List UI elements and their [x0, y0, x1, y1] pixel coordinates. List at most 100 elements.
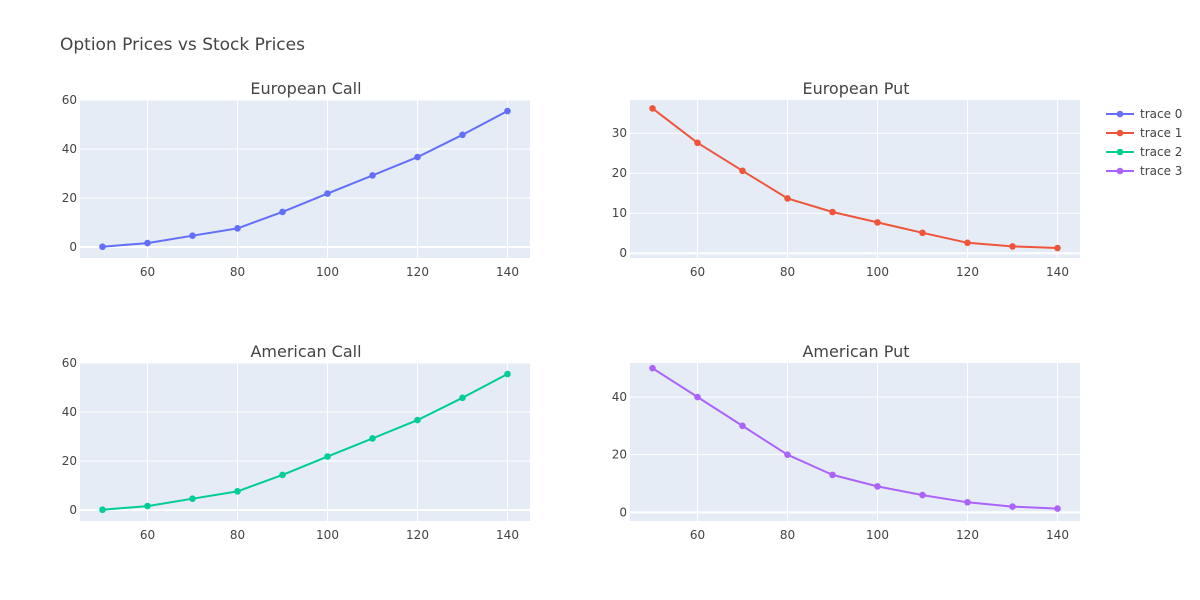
data-point: [369, 435, 376, 442]
data-point: [739, 167, 746, 175]
data-point: [504, 370, 511, 378]
y-tick-label: 30: [612, 126, 627, 140]
subplot-american-call: 60 80 100 120 140 0 20 40 60 American Call: [62, 342, 530, 542]
subplot-european-put: 60 80 100 120 140 0 10 20 30 European Put: [612, 79, 1080, 279]
data-point: [414, 153, 421, 161]
x-tick-label: 120: [406, 265, 429, 279]
y-tick-label: 0: [69, 503, 77, 517]
x-tick-label: 100: [316, 265, 339, 279]
legend-label: trace 3: [1140, 164, 1182, 178]
data-point: [279, 471, 286, 479]
x-tick-label: 60: [140, 528, 155, 542]
data-point: [99, 506, 106, 514]
data-point: [694, 393, 701, 401]
plot-area: [630, 363, 1080, 521]
data-point: [649, 364, 656, 372]
data-point: [919, 491, 926, 499]
plot-area: [630, 100, 1080, 258]
x-tick-label: 140: [1046, 265, 1069, 279]
subplot-title: American Call: [250, 342, 361, 361]
x-tick-label: 80: [230, 528, 245, 542]
plot-area: [80, 363, 530, 521]
x-tick-label: 80: [780, 265, 795, 279]
legend-label: trace 2: [1140, 145, 1182, 159]
legend-item[interactable]: trace 3: [1106, 164, 1182, 178]
x-tick-label: 100: [316, 528, 339, 542]
legend-marker: [1116, 110, 1124, 118]
data-point: [189, 232, 196, 240]
legend-label: trace 0: [1140, 107, 1182, 121]
figure-title: Option Prices vs Stock Prices: [60, 35, 305, 55]
x-tick-label: 120: [956, 265, 979, 279]
legend-marker: [1116, 148, 1124, 156]
data-point: [829, 208, 836, 216]
data-point: [369, 172, 376, 179]
x-tick-label: 60: [690, 528, 705, 542]
data-point: [234, 225, 241, 232]
x-tick-label: 60: [690, 265, 705, 279]
legend-item[interactable]: trace 1: [1106, 126, 1182, 140]
data-point: [279, 208, 286, 216]
data-point: [144, 239, 151, 247]
data-point: [1054, 505, 1061, 512]
x-tick-label: 80: [780, 528, 795, 542]
subplot-american-put: 60 80 100 120 140 0 20 40 American Put: [612, 342, 1080, 542]
y-tick-label: 0: [69, 240, 77, 254]
x-tick-label: 140: [496, 265, 519, 279]
data-point: [649, 105, 656, 112]
data-point: [234, 488, 241, 495]
y-tick-label: 10: [612, 206, 627, 220]
y-tick-label: 40: [62, 142, 77, 156]
data-point: [784, 451, 791, 458]
legend-marker: [1116, 129, 1124, 137]
series-line: [651, 367, 1058, 510]
legend: trace 0 trace 1 trace 2 trace 3: [1106, 107, 1182, 178]
y-tick-label: 40: [612, 390, 627, 404]
data-point: [829, 471, 836, 479]
data-point: [739, 422, 746, 430]
y-tick-label: 20: [612, 448, 627, 462]
x-tick-label: 60: [140, 265, 155, 279]
legend-item[interactable]: trace 0: [1106, 107, 1182, 121]
data-point: [964, 498, 971, 506]
legend-marker: [1116, 167, 1124, 175]
legend-item[interactable]: trace 2: [1106, 145, 1182, 159]
data-point: [459, 131, 466, 139]
data-point: [99, 243, 106, 251]
y-tick-label: 60: [62, 356, 77, 370]
data-point: [784, 195, 791, 202]
x-tick-label: 120: [956, 528, 979, 542]
series-line: [102, 110, 508, 248]
plot-area: [80, 100, 530, 258]
data-point: [874, 483, 881, 490]
subplot-title: European Call: [250, 79, 361, 98]
x-tick-label: 100: [866, 265, 889, 279]
x-tick-label: 100: [866, 528, 889, 542]
y-tick-label: 20: [62, 191, 77, 205]
data-point: [919, 229, 926, 237]
data-point: [504, 107, 511, 115]
x-tick-label: 120: [406, 528, 429, 542]
data-point: [324, 453, 331, 460]
data-point: [144, 502, 151, 510]
subplot-european-call: 60 80 100 120 140 0 20 40 60 European Call: [62, 79, 530, 279]
data-point: [694, 139, 701, 147]
data-point: [874, 219, 881, 226]
data-point: [1009, 503, 1016, 510]
data-point: [1054, 244, 1061, 252]
y-tick-label: 0: [619, 505, 627, 519]
x-tick-label: 140: [496, 528, 519, 542]
data-point: [1009, 243, 1016, 250]
y-tick-label: 20: [62, 454, 77, 468]
y-tick-label: 40: [62, 405, 77, 419]
x-tick-label: 80: [230, 265, 245, 279]
y-tick-label: 20: [612, 166, 627, 180]
subplot-title: American Put: [802, 342, 909, 361]
data-point: [414, 416, 421, 424]
data-point: [189, 495, 196, 503]
data-point: [324, 190, 331, 197]
data-point: [459, 394, 466, 402]
subplot-title: European Put: [802, 79, 909, 98]
